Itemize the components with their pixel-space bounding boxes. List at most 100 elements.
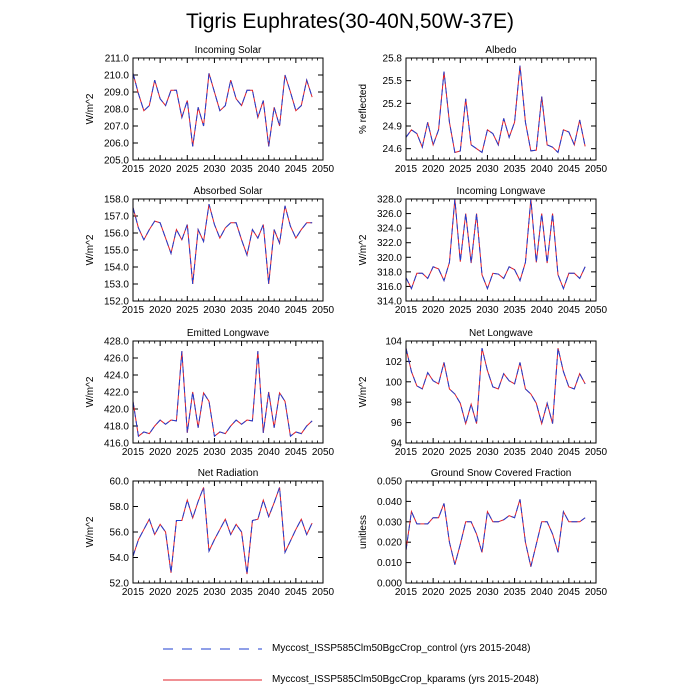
y-axis-label: W/m^2 xyxy=(358,234,369,265)
y-tick-label: 152.0 xyxy=(104,297,129,308)
y-tick-label: 328.0 xyxy=(377,195,402,206)
x-tick-label: 2025 xyxy=(449,447,472,458)
x-tick-label: 2025 xyxy=(176,164,199,175)
x-tick-label: 2020 xyxy=(422,305,445,316)
x-tick-label: 2020 xyxy=(422,447,445,458)
x-tick-label: 2040 xyxy=(531,447,554,458)
y-axis-label: W/m^2 xyxy=(85,93,96,124)
y-tick-label: 98 xyxy=(391,398,403,409)
series-line-control xyxy=(132,203,313,285)
y-tick-label: 100 xyxy=(385,377,402,388)
y-tick-label: 426.0 xyxy=(104,354,129,365)
x-tick-label: 2025 xyxy=(176,447,199,458)
y-tick-label: 156.0 xyxy=(104,229,129,240)
chart-panel-3: Absorbed Solar W/m^2 2015 2020 2025 2030 2035 2… xyxy=(85,186,335,316)
panel-title: Incoming Solar xyxy=(195,45,262,56)
series-line-kparams xyxy=(132,487,313,575)
x-tick-label: 2025 xyxy=(449,164,472,175)
y-tick-label: 24.6 xyxy=(383,144,403,155)
x-tick-label: 2050 xyxy=(312,447,335,458)
panel-title: Net Radiation xyxy=(198,468,259,479)
x-tick-label: 2050 xyxy=(312,164,335,175)
y-tick-label: 104 xyxy=(385,337,402,348)
y-tick-label: 326.0 xyxy=(377,209,402,220)
y-tick-label: 0.010 xyxy=(377,558,402,569)
panel-title: Ground Snow Covered Fraction xyxy=(431,468,572,479)
y-tick-label: 422.0 xyxy=(104,388,129,399)
x-tick-label: 2035 xyxy=(503,164,526,175)
x-tick-label: 2050 xyxy=(585,164,608,175)
x-tick-label: 2035 xyxy=(503,587,526,598)
y-tick-label: 54.0 xyxy=(110,553,130,564)
y-tick-label: 60.0 xyxy=(110,477,130,488)
x-tick-label: 2045 xyxy=(558,447,581,458)
y-tick-label: 154.0 xyxy=(104,263,129,274)
y-tick-label: 56.0 xyxy=(110,528,130,539)
x-tick-label: 2025 xyxy=(176,305,199,316)
plot-frame xyxy=(132,57,324,161)
y-tick-label: 24.9 xyxy=(383,122,403,133)
y-tick-label: 210.0 xyxy=(104,71,129,82)
x-tick-label: 2015 xyxy=(122,587,145,598)
series-line-kparams xyxy=(405,198,586,291)
x-tick-label: 2040 xyxy=(258,447,281,458)
y-tick-label: 206.0 xyxy=(104,139,129,150)
x-tick-label: 2040 xyxy=(531,587,554,598)
panel-title: Net Longwave xyxy=(469,328,533,339)
legend-label-control: Myccost_ISSP585Clm50BgcCrop_control (yrs… xyxy=(272,643,531,654)
x-tick-label: 2030 xyxy=(476,305,499,316)
series-line-control xyxy=(132,487,313,575)
y-tick-label: 424.0 xyxy=(104,371,129,382)
x-tick-label: 2030 xyxy=(203,447,226,458)
y-tick-label: 209.0 xyxy=(104,88,129,99)
y-tick-label: 155.0 xyxy=(104,246,129,257)
x-tick-label: 2035 xyxy=(230,305,253,316)
x-tick-label: 2045 xyxy=(558,587,581,598)
y-tick-label: 418.0 xyxy=(104,422,129,433)
chart-panel-4: Incoming Longwave W/m^2 2015 2020 2025 2030 20… xyxy=(358,186,608,316)
x-tick-label: 2050 xyxy=(312,305,335,316)
x-tick-label: 2020 xyxy=(422,164,445,175)
y-tick-label: 0.020 xyxy=(377,538,402,549)
series-line-control xyxy=(405,499,586,567)
series-line-control xyxy=(132,351,313,438)
x-tick-label: 2030 xyxy=(476,447,499,458)
y-tick-label: 320.0 xyxy=(377,253,402,264)
series-line-control xyxy=(405,198,586,291)
x-tick-label: 2025 xyxy=(449,587,472,598)
x-tick-label: 2050 xyxy=(585,587,608,598)
x-tick-label: 2050 xyxy=(312,587,335,598)
y-tick-label: 25.5 xyxy=(383,76,403,87)
y-tick-label: 211.0 xyxy=(105,54,130,65)
chart-panel-8: Ground Snow Covered Fraction unitless 2015… xyxy=(358,468,608,598)
series-line-kparams xyxy=(132,351,313,438)
y-tick-label: 58.0 xyxy=(110,502,130,513)
series-line-kparams xyxy=(405,499,586,567)
x-tick-label: 2020 xyxy=(149,164,172,175)
x-tick-label: 2025 xyxy=(449,305,472,316)
x-tick-label: 2015 xyxy=(395,587,418,598)
plot-frame xyxy=(132,198,324,302)
y-tick-label: 25.2 xyxy=(383,99,403,110)
y-tick-label: 416.0 xyxy=(104,439,129,450)
chart-panel-5: Emitted Longwave W/m^2 2015 2020 2025 2030 203… xyxy=(85,328,335,458)
series-line-control xyxy=(405,348,586,426)
x-tick-label: 2035 xyxy=(503,447,526,458)
x-tick-label: 2030 xyxy=(476,164,499,175)
y-tick-label: 428.0 xyxy=(104,337,129,348)
y-tick-label: 314.0 xyxy=(377,297,402,308)
y-tick-label: 25.8 xyxy=(383,54,403,65)
x-tick-label: 2025 xyxy=(176,587,199,598)
y-tick-label: 153.0 xyxy=(104,280,129,291)
x-tick-label: 2030 xyxy=(203,305,226,316)
page-title: Tigris Euphrates(30-40N,50W-37E) xyxy=(186,10,514,33)
panel-title: Albedo xyxy=(485,45,517,56)
x-tick-label: 2035 xyxy=(230,587,253,598)
x-tick-label: 2020 xyxy=(149,587,172,598)
y-tick-label: 94 xyxy=(391,439,403,450)
y-axis-label: W/m^2 xyxy=(358,376,369,407)
chart-panel-1: Incoming Solar W/m^2 2015 2020 2025 2030 2035 2… xyxy=(85,45,335,175)
x-tick-label: 2015 xyxy=(395,305,418,316)
chart-panel-2: Albedo % reflected 2015 2020 2025 2030 2035 204… xyxy=(358,45,608,175)
